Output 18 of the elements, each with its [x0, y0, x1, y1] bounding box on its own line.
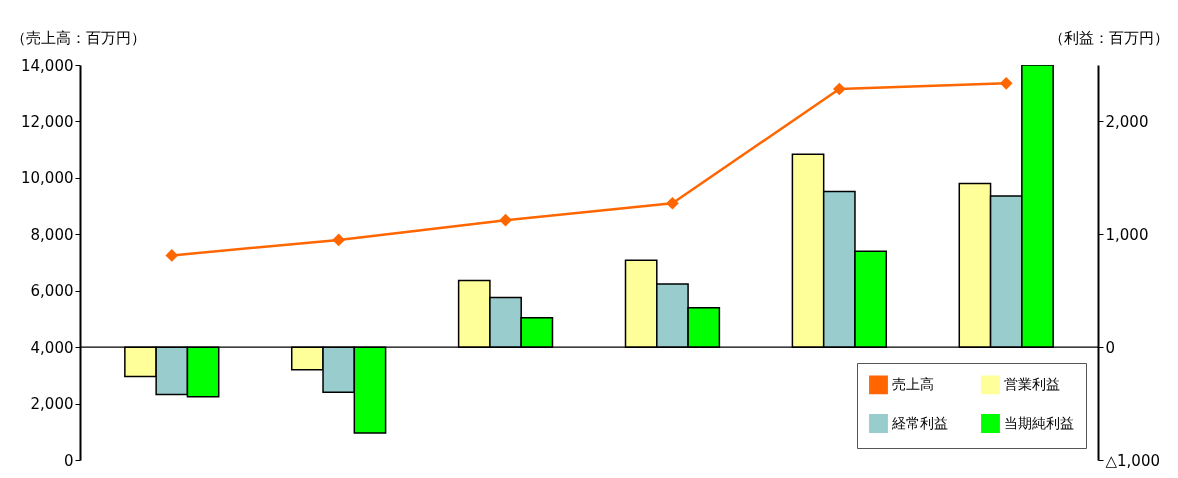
legend-label: 経常利益 [891, 414, 948, 431]
y-tick-label: 12,000 [21, 112, 74, 131]
y-axis-title: （売上高：百万円） [10, 28, 146, 47]
legend-label: 当期純利益 [1004, 414, 1074, 431]
legend-label: 売上高 [892, 375, 934, 392]
y2-tick-label: 0 [1105, 338, 1116, 357]
legend-label: 営業利益 [1004, 375, 1060, 392]
y2-axis-title: （利益：百万円） [1048, 28, 1169, 47]
y2-tick-label: 1,000 [1105, 225, 1149, 244]
y2-tick-label: △1,000 [1105, 451, 1160, 470]
y-tick-label: 14,000 [21, 56, 74, 75]
y-tick-label: 8,000 [30, 225, 74, 244]
y-tick-label: 10,000 [21, 169, 74, 188]
y-tick-label: 6,000 [30, 282, 74, 301]
y-tick-label: 4,000 [30, 338, 74, 357]
y-tick-label: 2,000 [30, 395, 74, 414]
y-tick-label: 0 [63, 451, 74, 470]
y2-tick-label: 2,000 [1105, 112, 1149, 131]
